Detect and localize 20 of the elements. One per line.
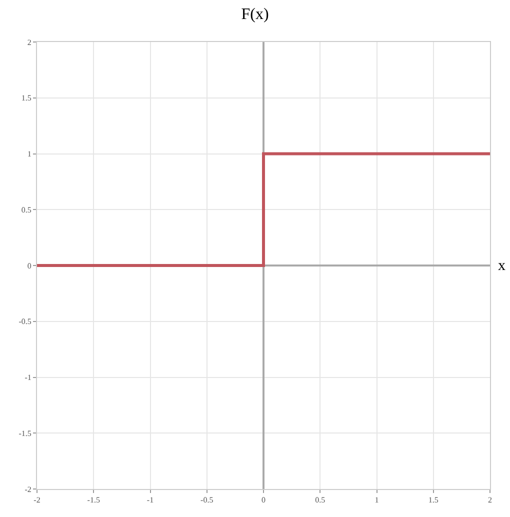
- x-tick-label: 1.5: [428, 496, 438, 505]
- y-tick-label: 0.5: [21, 205, 32, 214]
- y-tick-label: -2: [24, 484, 32, 494]
- y-tick-label: 2: [27, 38, 32, 47]
- x-tick-label: 2: [488, 496, 492, 505]
- y-tick-label: 0: [27, 261, 32, 270]
- y-tick-label: -0.5: [18, 317, 32, 326]
- y-tick-label: 1.5: [21, 94, 32, 103]
- x-tick-label: 1: [374, 496, 379, 505]
- x-tick-label: -2: [34, 496, 40, 505]
- x-tick-label: -0.5: [200, 496, 214, 505]
- x-tick-label: 0.5: [315, 496, 326, 505]
- x-tick-label: 0: [262, 496, 266, 505]
- x-axis-title: x: [498, 258, 506, 274]
- chart-title: F(x): [241, 6, 269, 23]
- y-tick-label: 1: [27, 150, 32, 159]
- y-tick-label: -1.5: [18, 428, 32, 438]
- x-tick-label: -1: [146, 496, 154, 505]
- x-tick-label: -1.5: [87, 496, 100, 505]
- y-tick-label: -1: [24, 373, 32, 382]
